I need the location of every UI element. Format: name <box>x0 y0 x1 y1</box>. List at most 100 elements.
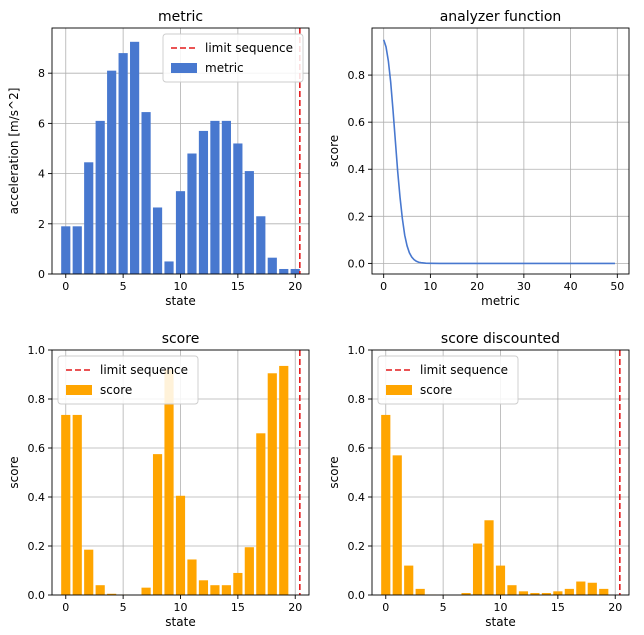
x-tick-label: 15 <box>231 280 245 293</box>
y-axis-label: score <box>327 456 341 488</box>
x-tick-label: 0 <box>380 280 387 293</box>
bar <box>164 261 174 274</box>
y-tick-label: 0.2 <box>28 540 46 553</box>
y-tick-label: 0.0 <box>348 257 366 270</box>
legend-swatch-metric <box>171 63 197 73</box>
bar <box>84 549 94 595</box>
chart-panel-score: 0 5 10 15 20 0.0 0.2 0.4 0.6 0.8 1.0 score state scor… <box>7 331 310 629</box>
series-line <box>382 39 615 265</box>
bar <box>381 414 391 595</box>
bar <box>244 547 254 595</box>
y-tick-label: 0 <box>38 268 45 281</box>
bar <box>221 120 231 274</box>
bar <box>210 120 220 274</box>
bar <box>541 593 551 595</box>
x-tick-label: 20 <box>288 280 302 293</box>
bar <box>267 257 277 274</box>
bar <box>61 414 71 595</box>
bar <box>152 207 163 274</box>
y-tick-label: 0.8 <box>348 393 366 406</box>
x-tick-label: 5 <box>120 280 127 293</box>
y-tick-label: 1.0 <box>28 344 46 357</box>
bar <box>95 120 105 274</box>
x-tick-label: 20 <box>608 601 622 614</box>
legend-box <box>162 33 304 83</box>
bar <box>141 587 151 595</box>
y-tick-label: 8 <box>38 67 45 80</box>
bar <box>72 414 82 595</box>
y-axis-label: score <box>7 456 21 488</box>
x-tick-label: 5 <box>440 601 447 614</box>
x-axis-label: state <box>165 294 195 308</box>
bar <box>233 572 243 595</box>
bar <box>141 112 151 275</box>
y-tick-label: 1.0 <box>348 344 366 357</box>
y-tick-label: 0.4 <box>28 491 46 504</box>
bar <box>221 585 231 595</box>
bar <box>256 433 266 595</box>
legend-label: limit sequence <box>100 363 188 377</box>
legend: limit sequence score <box>57 355 199 405</box>
y-tick-label: 0.6 <box>28 442 46 455</box>
x-tick-label: 50 <box>610 280 624 293</box>
bar <box>495 565 506 595</box>
x-tick-label: 10 <box>423 280 437 293</box>
legend-label: score <box>420 383 452 397</box>
y-tick-label: 0.2 <box>348 210 366 223</box>
legend-box <box>377 355 519 405</box>
legend-swatch-score <box>66 385 92 395</box>
x-tick-label: 5 <box>120 601 127 614</box>
y-tick-label: 6 <box>38 117 45 130</box>
bar <box>530 593 540 595</box>
bar <box>279 268 289 274</box>
bar <box>461 593 471 595</box>
x-tick-label: 0 <box>62 280 69 293</box>
y-tick-label: 0.6 <box>348 442 366 455</box>
y-tick-label: 2 <box>38 218 45 231</box>
bar <box>107 70 117 275</box>
bar <box>553 591 563 595</box>
bar <box>210 585 220 595</box>
y-tick-label: 0.8 <box>348 69 366 82</box>
legend-label: limit sequence <box>420 363 508 377</box>
chart-panel-metric: 0 5 10 15 20 0 2 4 6 8 metric state acceleration [m/… <box>7 9 310 308</box>
y-tick-label: 0.4 <box>348 491 366 504</box>
chart-title: metric <box>158 9 203 25</box>
bar <box>72 226 82 274</box>
bar <box>472 543 483 595</box>
legend: limit sequence score <box>377 355 519 405</box>
chart-panel-analyzer: 0 10 20 30 40 50 0.0 0.2 0.4 0.6 0.8 analyzer funct… <box>327 9 630 308</box>
bar <box>267 373 277 595</box>
axes-frame <box>371 27 630 275</box>
bar <box>164 369 174 595</box>
x-tick-label: 30 <box>517 280 531 293</box>
bar <box>279 365 289 595</box>
bar <box>518 591 529 595</box>
x-axis-label: metric <box>481 294 520 308</box>
x-tick-label: 20 <box>288 601 302 614</box>
y-tick-label: 0.2 <box>348 540 366 553</box>
bar <box>599 588 609 595</box>
y-tick-label: 0.4 <box>348 163 366 176</box>
bar <box>564 588 574 595</box>
plot-area <box>372 28 629 274</box>
bar <box>61 226 71 274</box>
bar <box>152 454 163 595</box>
y-tick-label: 0.0 <box>348 589 366 602</box>
bar <box>118 53 128 275</box>
legend-label: score <box>100 383 132 397</box>
y-axis-label: score <box>327 135 341 167</box>
x-tick-label: 10 <box>174 280 188 293</box>
bar <box>244 171 254 274</box>
x-tick-label: 40 <box>564 280 578 293</box>
chart-title: score discounted <box>441 331 560 347</box>
bar <box>175 495 186 595</box>
chart-panel-score-discounted: 0 5 10 15 20 0.0 0.2 0.4 0.6 0.8 1.0 score discount… <box>327 331 630 629</box>
bar <box>175 191 186 274</box>
y-tick-label: 4 <box>38 168 45 181</box>
x-tick-label: 0 <box>382 601 389 614</box>
legend: limit sequence metric <box>162 33 304 83</box>
x-tick-label: 10 <box>494 601 508 614</box>
bar <box>415 588 425 595</box>
x-tick-label: 15 <box>231 601 245 614</box>
